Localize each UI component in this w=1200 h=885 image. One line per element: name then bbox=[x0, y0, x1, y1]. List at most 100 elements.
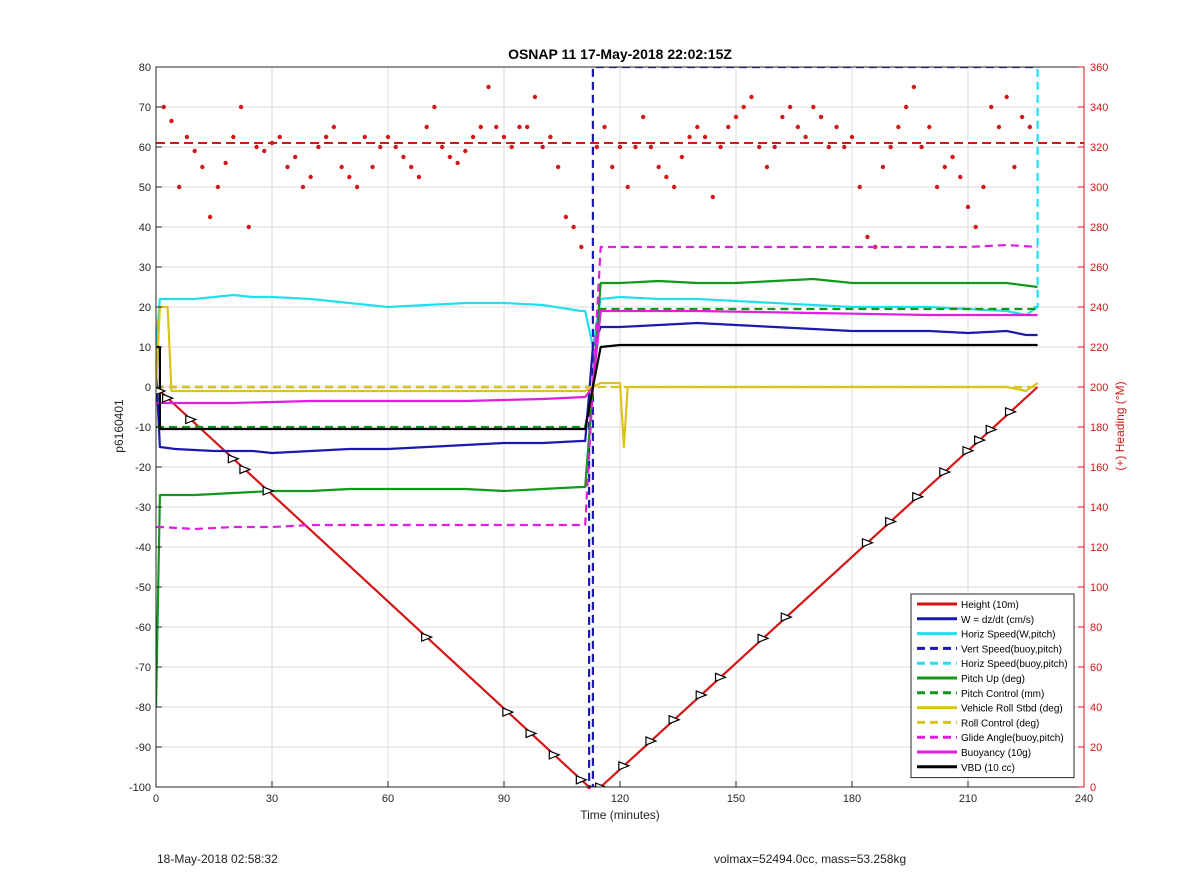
height-marker bbox=[695, 690, 708, 700]
y-tick-label: 60 bbox=[139, 142, 151, 154]
heading-point bbox=[455, 160, 460, 166]
height-marker bbox=[227, 453, 240, 464]
heading-point bbox=[525, 124, 530, 130]
y-ticks: 80 70 60 50 40 30 20 10 0 -10 -20 -30 -40 -50 -60 -70 -8… bbox=[129, 62, 162, 794]
legend-label: Horiz Speed(buoy,pitch) bbox=[961, 659, 1068, 670]
heading-point bbox=[548, 134, 553, 140]
y2-tick-label: 340 bbox=[1090, 102, 1108, 114]
heading-point bbox=[563, 214, 569, 220]
heading-point bbox=[625, 184, 630, 190]
heading-point bbox=[401, 154, 406, 160]
heading-point bbox=[231, 134, 236, 140]
heading-point bbox=[293, 154, 298, 160]
heading-point bbox=[439, 144, 445, 150]
y2-tick-label: 20 bbox=[1090, 742, 1102, 754]
y-tick-label: -40 bbox=[135, 542, 151, 554]
footer-volmax-mass: volmax=52494.0cc, mass=53.258kg bbox=[714, 852, 907, 866]
heading-point bbox=[989, 104, 994, 110]
heading-point bbox=[811, 104, 816, 110]
heading-point bbox=[965, 204, 971, 210]
height-marker bbox=[575, 774, 588, 785]
heading-point bbox=[308, 174, 313, 180]
height-marker bbox=[962, 445, 975, 456]
heading-point bbox=[432, 104, 437, 110]
y2-tick-label: 280 bbox=[1090, 222, 1108, 234]
series-group bbox=[156, 67, 1039, 787]
heading-point bbox=[726, 124, 731, 130]
height-marker bbox=[780, 612, 793, 622]
heading-point bbox=[942, 164, 947, 170]
heading-point bbox=[331, 124, 337, 130]
y2-tick-label: 40 bbox=[1090, 702, 1102, 714]
heading-point bbox=[733, 114, 739, 120]
heading-point bbox=[780, 114, 785, 120]
legend-label: Pitch Control (mm) bbox=[961, 689, 1044, 700]
height-marker bbox=[162, 393, 175, 404]
heading-point bbox=[610, 164, 615, 170]
heading-point bbox=[857, 184, 862, 190]
heading-point bbox=[354, 184, 360, 190]
y-tick-label: 80 bbox=[139, 62, 151, 74]
x-tick-label: 30 bbox=[266, 793, 278, 805]
y-axis-label: p6160401 bbox=[112, 399, 126, 453]
heading-point bbox=[486, 84, 491, 90]
heading-point bbox=[409, 164, 414, 170]
heading-point bbox=[834, 124, 839, 130]
heading-point bbox=[996, 124, 1002, 130]
y2-tick-label: 240 bbox=[1090, 302, 1108, 314]
heading-point bbox=[532, 94, 538, 100]
legend-label: Roll Control (deg) bbox=[961, 718, 1039, 729]
x-tick-label: 240 bbox=[1075, 793, 1093, 805]
heading-point bbox=[478, 124, 483, 130]
y-tick-label: 0 bbox=[145, 382, 151, 394]
height-marker bbox=[861, 537, 875, 548]
y2-tick-label: 320 bbox=[1090, 142, 1108, 154]
height-marker bbox=[985, 424, 998, 435]
heading-point bbox=[1027, 124, 1033, 130]
height-marker bbox=[885, 516, 898, 527]
y2-axis-label: (+) Heading (°M) bbox=[1113, 381, 1127, 470]
heading-point bbox=[818, 114, 824, 120]
heading-point bbox=[671, 184, 677, 190]
heading-point bbox=[215, 184, 221, 190]
y-tick-label: 30 bbox=[139, 262, 151, 274]
x-tick-label: 90 bbox=[498, 793, 510, 805]
heading-point bbox=[594, 144, 599, 150]
heading-point bbox=[192, 148, 197, 154]
heading-point bbox=[865, 234, 870, 240]
height-marker bbox=[1004, 406, 1018, 417]
y2-tick-label: 300 bbox=[1090, 182, 1108, 194]
height-marker bbox=[548, 750, 561, 760]
y2-tick-label: 0 bbox=[1090, 782, 1096, 794]
heading-point bbox=[679, 154, 685, 160]
heading-point bbox=[641, 114, 646, 120]
heading-point bbox=[517, 124, 522, 130]
heading-point bbox=[501, 134, 507, 140]
heading-point bbox=[494, 124, 499, 130]
series-line bbox=[156, 293, 1039, 349]
heading-point bbox=[323, 134, 329, 140]
heading-point bbox=[973, 224, 978, 230]
heading-point bbox=[656, 164, 661, 170]
heading-point bbox=[555, 164, 561, 170]
heading-point bbox=[262, 148, 267, 154]
series-lines bbox=[156, 67, 1039, 787]
height-marker bbox=[757, 633, 770, 644]
y2-ticks: 3603403203002802602402202001801601401201… bbox=[1078, 62, 1108, 794]
y-tick-label: 50 bbox=[139, 182, 151, 194]
legend-label: Pitch Up (deg) bbox=[961, 674, 1025, 685]
height-marker bbox=[262, 486, 275, 496]
heading-point bbox=[702, 134, 708, 140]
heading-point bbox=[223, 160, 228, 166]
x-tick-label: 120 bbox=[611, 793, 629, 805]
x-tick-label: 0 bbox=[153, 793, 159, 805]
heading-point bbox=[246, 224, 251, 230]
height-marker bbox=[185, 414, 198, 425]
height-marker bbox=[912, 491, 925, 502]
heading-point bbox=[207, 214, 213, 220]
y-tick-label: -50 bbox=[135, 582, 151, 594]
heading-point bbox=[362, 134, 367, 140]
heading-point bbox=[764, 164, 770, 170]
heading-point bbox=[571, 224, 576, 230]
